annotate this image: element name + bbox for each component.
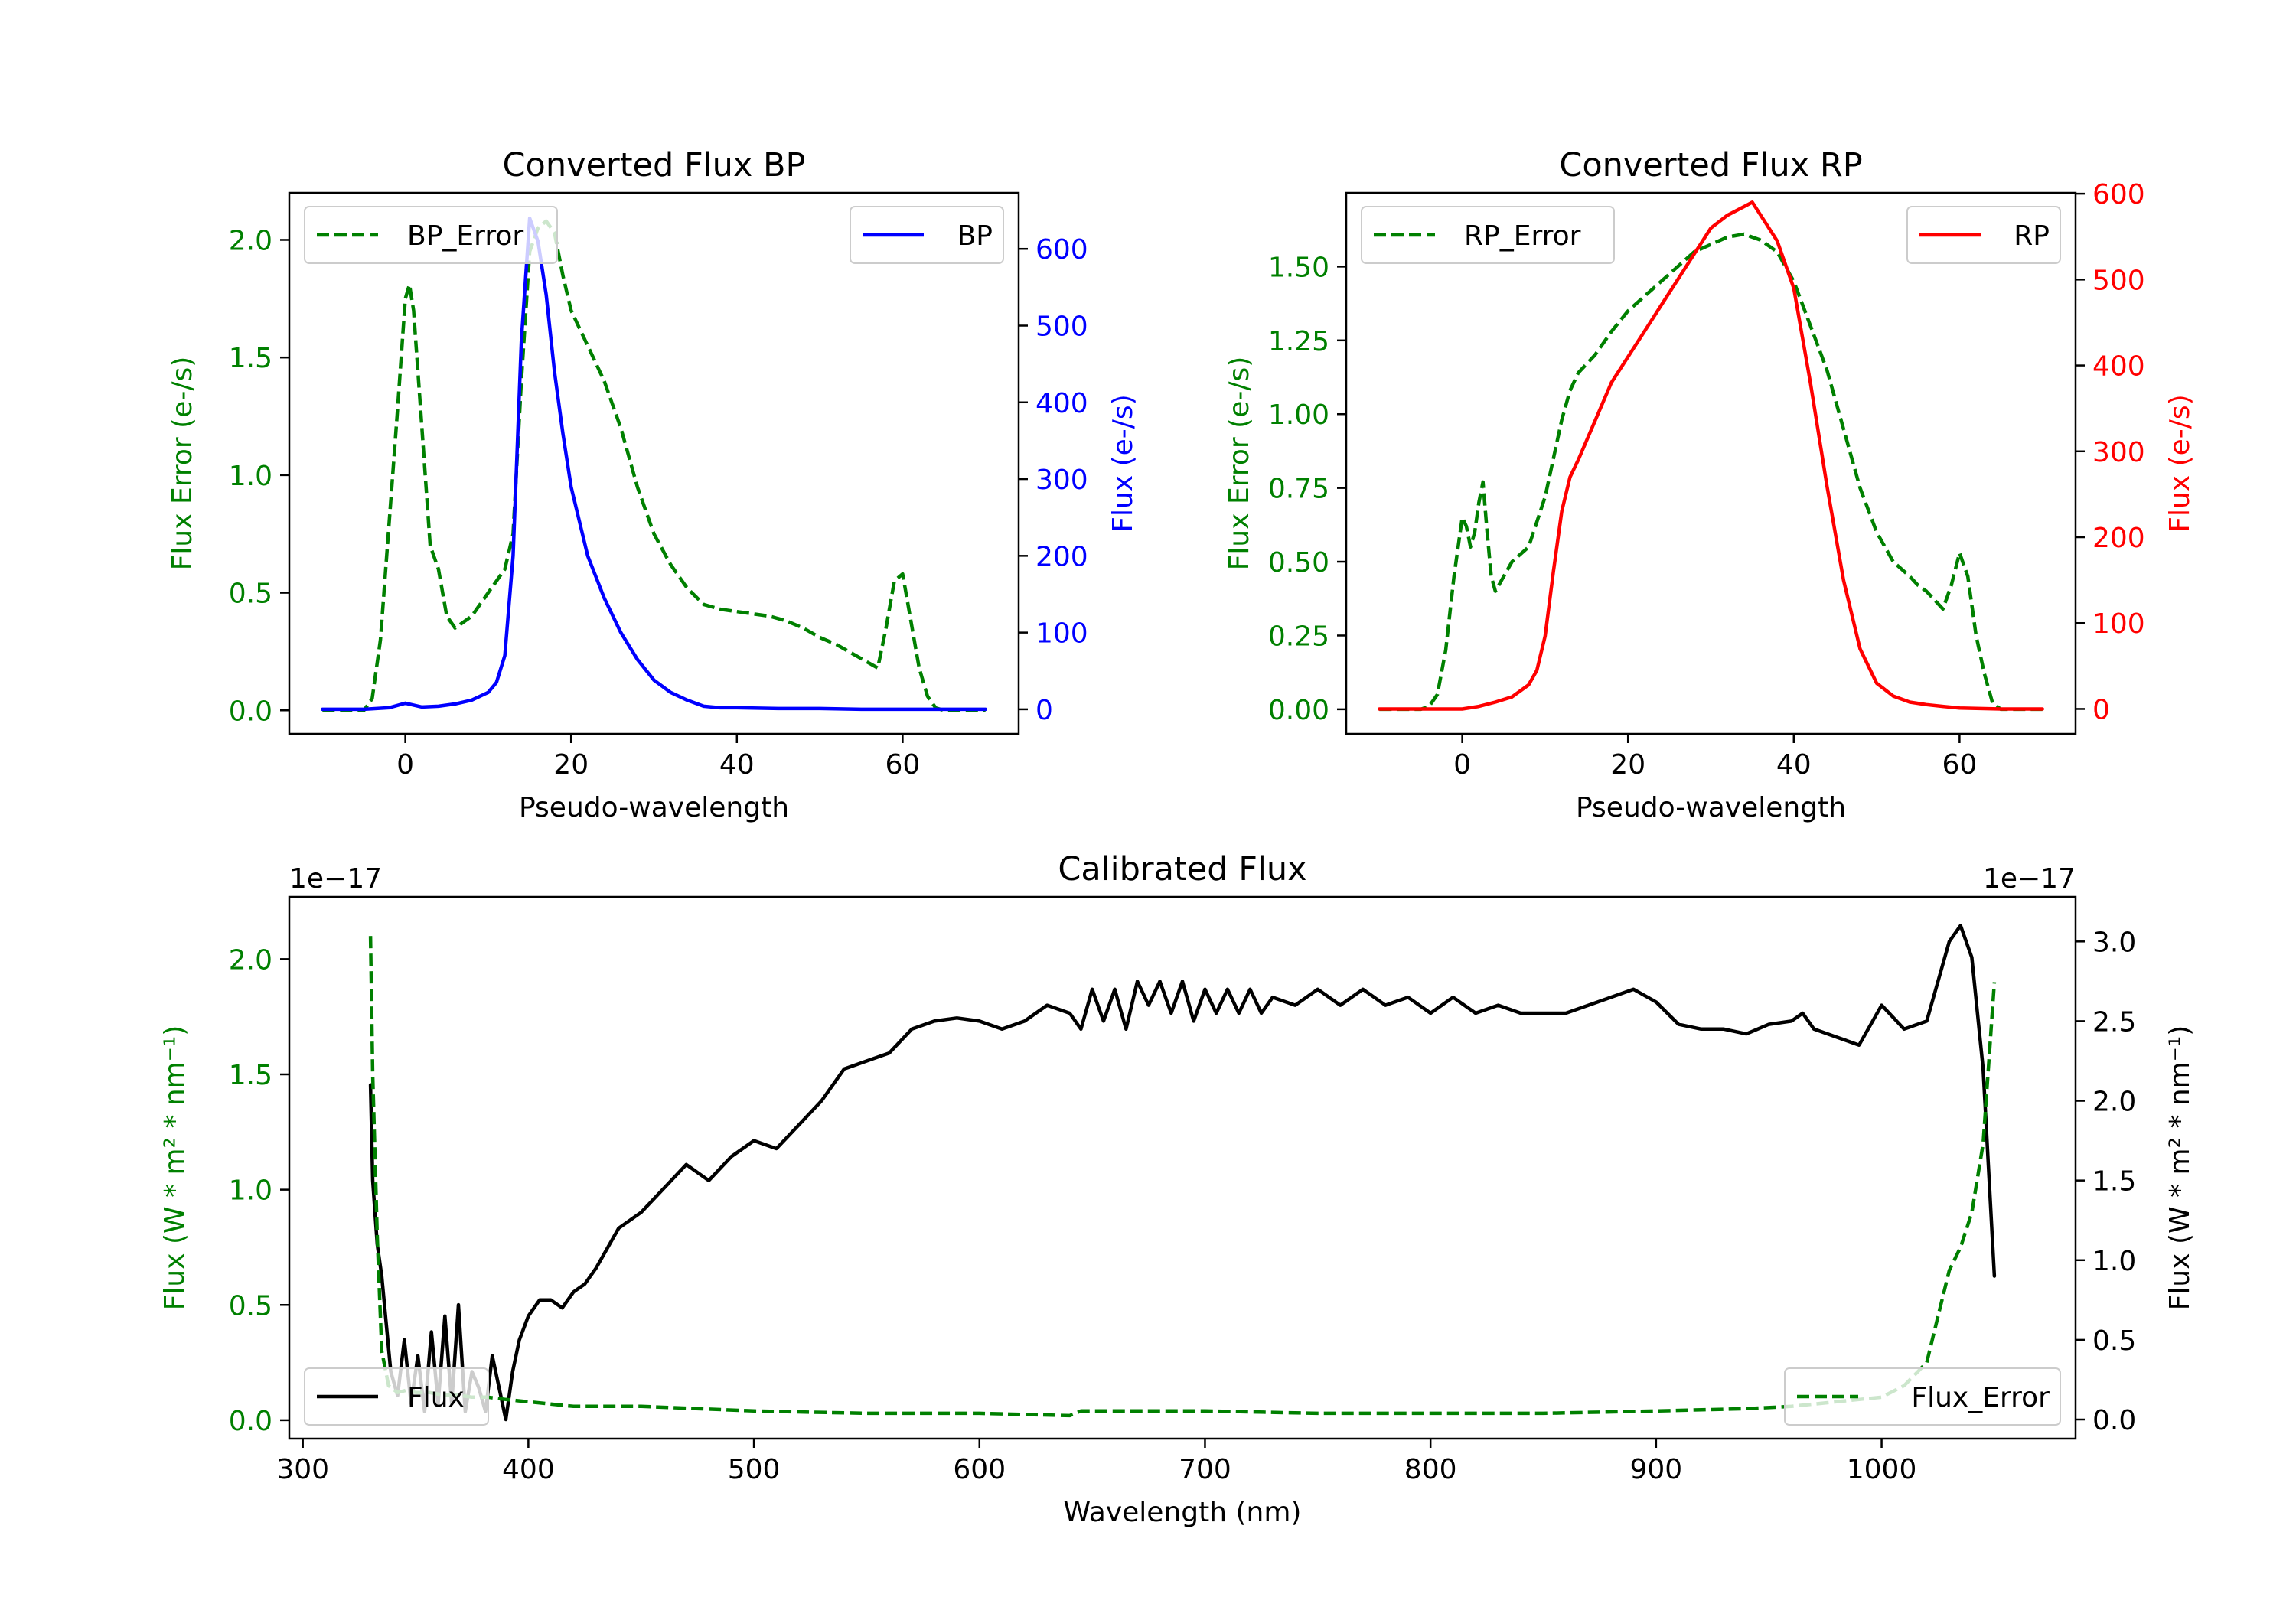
rp-series-rp-error xyxy=(1379,232,2043,712)
calibrated-x-tick-label: 700 xyxy=(1179,1454,1231,1485)
bp-x-axis-label: Pseudo-wavelength xyxy=(519,792,789,823)
calibrated-left-y-tick-label: 1.5 xyxy=(229,1060,272,1091)
calibrated-title: Calibrated Flux xyxy=(1058,850,1306,888)
rp-right-y-tick-label: 200 xyxy=(2092,523,2145,554)
calibrated-left-offset-label: 1e−17 xyxy=(289,863,382,895)
bp-right-y-tick-label: 0 xyxy=(1035,695,1053,726)
bp-error-legend-label: BP_Error xyxy=(407,220,523,252)
rp-x-tick-label: 0 xyxy=(1453,749,1471,781)
bp-x-tick-label: 40 xyxy=(719,749,755,781)
calibrated-series-flux xyxy=(368,924,1997,1422)
bp-series-bp-error xyxy=(322,219,986,712)
rp-axes-frame xyxy=(1345,191,2077,735)
bp-left-y-tick-label: 1.0 xyxy=(229,461,272,492)
bp-left-y-tick-label: 0.0 xyxy=(229,696,272,727)
calibrated-series-flux-error xyxy=(368,936,1997,1418)
rp-left-axis-label: Flux Error (e-/s) xyxy=(1224,357,1255,571)
calibrated-x-tick-label: 1000 xyxy=(1847,1454,1917,1485)
rp-right-y-tick-label: 500 xyxy=(2092,265,2145,296)
rp-right-legend-box xyxy=(1906,206,2061,264)
bp-title: Converted Flux BP xyxy=(503,146,806,184)
rp-left-y-tick-label: 0.25 xyxy=(1268,621,1329,652)
calibrated-right-offset-label: 1e−17 xyxy=(1983,863,2076,895)
calibrated-right-axis-label: Flux (W * m² * nm⁻¹) xyxy=(2164,1025,2196,1311)
flux-legend-label: Flux xyxy=(407,1382,465,1413)
calibrated-axes-frame xyxy=(288,895,2077,1440)
bp-x-tick-label: 60 xyxy=(885,749,920,781)
calibrated-left-y-tick-label: 0.0 xyxy=(229,1406,272,1437)
calibrated-right-y-tick-label: 1.0 xyxy=(2092,1246,2136,1277)
calibrated-left-y-tick-label: 0.5 xyxy=(229,1290,272,1322)
calibrated-left-axis-label: Flux (W * m² * nm⁻¹) xyxy=(159,1025,191,1311)
bp-left-y-tick-label: 0.5 xyxy=(229,579,272,610)
rp-x-axis-label: Pseudo-wavelength xyxy=(1576,792,1846,823)
rp-left-y-tick-label: 1.50 xyxy=(1268,252,1329,283)
calibrated-right-y-tick-label: 3.0 xyxy=(2092,927,2136,958)
rp-x-tick-label: 40 xyxy=(1776,749,1812,781)
calibrated-left-y-tick-label: 1.0 xyxy=(229,1175,272,1207)
rp-panel: Converted Flux RP Pseudo-wavelength Flux… xyxy=(1224,146,2196,823)
bp-left-y-tick-label: 2.0 xyxy=(229,225,272,256)
bp-right-y-tick-label: 500 xyxy=(1035,311,1088,342)
bp-series-bp xyxy=(321,216,987,712)
calibrated-x-tick-label: 800 xyxy=(1404,1454,1457,1485)
rp-x-tick-label: 20 xyxy=(1610,749,1645,781)
rp-error-legend-label: RP_Error xyxy=(1464,220,1581,252)
bp-left-y-tick-label: 1.5 xyxy=(229,343,272,374)
rp-left-y-tick-label: 0.50 xyxy=(1268,547,1329,579)
calibrated-x-tick-label: 300 xyxy=(276,1454,329,1485)
bp-right-y-tick-label: 100 xyxy=(1035,618,1088,650)
rp-right-y-tick-label: 100 xyxy=(2092,608,2145,640)
rp-right-y-tick-label: 400 xyxy=(2092,351,2145,383)
rp-left-legend-box xyxy=(1361,206,1615,264)
calibrated-left-y-tick-label: 2.0 xyxy=(229,944,272,976)
calibrated-right-y-tick-label: 0.0 xyxy=(2092,1405,2136,1436)
calibrated-left-legend-box xyxy=(304,1367,489,1426)
calibrated-x-tick-label: 900 xyxy=(1630,1454,1683,1485)
bp-legend-label: BP xyxy=(957,220,993,252)
calibrated-right-y-tick-label: 2.0 xyxy=(2092,1087,2136,1118)
bp-x-tick-label: 0 xyxy=(396,749,414,781)
calibrated-x-axis-label: Wavelength (nm) xyxy=(1064,1497,1302,1528)
rp-left-y-tick-label: 0.75 xyxy=(1268,474,1329,505)
rp-right-axis-label: Flux (e-/s) xyxy=(2164,394,2196,532)
calibrated-x-tick-label: 600 xyxy=(953,1454,1006,1485)
rp-x-tick-label: 60 xyxy=(1942,749,1977,781)
bp-right-y-tick-label: 200 xyxy=(1035,541,1088,572)
bp-right-y-tick-label: 600 xyxy=(1035,234,1088,266)
bp-right-y-tick-label: 300 xyxy=(1035,464,1088,496)
calibrated-right-legend-box xyxy=(1784,1367,2061,1426)
rp-left-y-tick-label: 1.25 xyxy=(1268,326,1329,357)
rp-right-y-tick-label: 300 xyxy=(2092,437,2145,468)
rp-series-rp xyxy=(1378,200,2044,711)
rp-left-y-tick-label: 0.00 xyxy=(1268,695,1329,726)
calibrated-right-y-tick-label: 0.5 xyxy=(2092,1325,2136,1357)
calibrated-x-tick-label: 500 xyxy=(728,1454,781,1485)
bp-left-axis-label: Flux Error (e-/s) xyxy=(167,357,198,571)
calibrated-right-y-tick-label: 1.5 xyxy=(2092,1166,2136,1198)
bp-right-axis-label: Flux (e-/s) xyxy=(1107,394,1139,532)
bp-right-y-tick-label: 400 xyxy=(1035,388,1088,419)
bp-panel: Converted Flux BP Pseudo-wavelength Flux… xyxy=(167,146,1139,823)
bp-x-tick-label: 20 xyxy=(553,749,589,781)
rp-legend-label: RP xyxy=(2014,220,2050,252)
flux-error-legend-label: Flux_Error xyxy=(1911,1382,2050,1413)
rp-left-y-tick-label: 1.00 xyxy=(1268,399,1329,431)
rp-right-y-tick-label: 0 xyxy=(2092,694,2110,725)
bp-right-legend-box xyxy=(850,206,1004,264)
bp-left-legend-box xyxy=(304,206,558,264)
rp-title: Converted Flux RP xyxy=(1559,146,1862,184)
calibrated-panel: Calibrated Flux Wavelength (nm) Flux (W … xyxy=(159,850,2196,1528)
calibrated-right-y-tick-label: 2.5 xyxy=(2092,1006,2136,1038)
calibrated-x-tick-label: 400 xyxy=(502,1454,555,1485)
rp-right-y-tick-label: 600 xyxy=(2092,179,2145,210)
bp-axes-frame xyxy=(288,191,1020,735)
